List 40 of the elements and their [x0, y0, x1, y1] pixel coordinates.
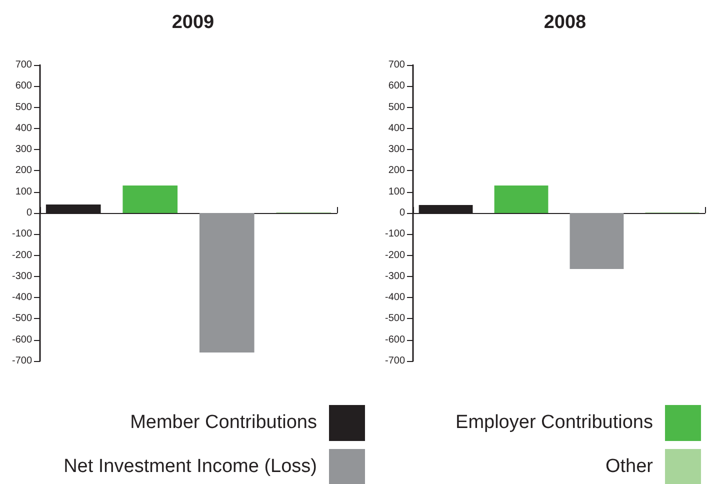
y-tick-label: -600 — [384, 334, 406, 346]
y-tick-label: -200 — [12, 250, 32, 261]
y-tick-label: -500 — [384, 313, 406, 324]
y-tick-label: 600 — [388, 80, 406, 92]
y-tick-label: 0 — [26, 208, 32, 218]
y-tick-label: 400 — [388, 122, 406, 134]
y-tick-label: 300 — [388, 144, 406, 156]
bar — [570, 213, 624, 270]
y-tick-label: 0 — [399, 208, 406, 218]
y-tick-label: -600 — [12, 334, 32, 346]
y-tick-label: 400 — [15, 122, 32, 134]
y-tick-label: -500 — [12, 313, 32, 324]
y-tick-label: -400 — [12, 292, 32, 304]
y-tick-label: -300 — [12, 270, 32, 282]
y-tick-label: -100 — [384, 228, 406, 240]
y-tick-label: 100 — [15, 186, 32, 198]
legend-label: Net Investment Income (Loss) — [64, 456, 317, 478]
y-tick-label: 700 — [388, 60, 406, 70]
bar — [122, 186, 178, 213]
legend-label: Member Contributions — [130, 412, 317, 434]
y-tick-label: 600 — [15, 80, 32, 92]
y-tick-label: -300 — [384, 270, 406, 282]
chart-title: 2009 — [172, 12, 214, 33]
y-tick-label: -700 — [384, 356, 406, 366]
y-tick-label: 500 — [15, 102, 32, 113]
y-tick-label: 500 — [388, 102, 406, 113]
y-tick-label: -200 — [384, 250, 406, 261]
y-tick-label: -400 — [384, 292, 406, 304]
legend-label: Employer Contributions — [456, 412, 653, 434]
legend-label: Other — [605, 456, 653, 478]
y-tick-label: 200 — [388, 165, 406, 176]
y-tick-label: 100 — [388, 186, 406, 198]
y-tick-label: -100 — [12, 228, 32, 240]
y-tick-label: 700 — [15, 60, 32, 70]
chart-title: 2008 — [544, 12, 586, 33]
y-tick-label: 300 — [15, 144, 32, 156]
y-tick-label: -700 — [12, 356, 32, 366]
y-tick-label: 200 — [15, 165, 32, 176]
bar — [494, 186, 548, 213]
bar — [199, 213, 254, 353]
